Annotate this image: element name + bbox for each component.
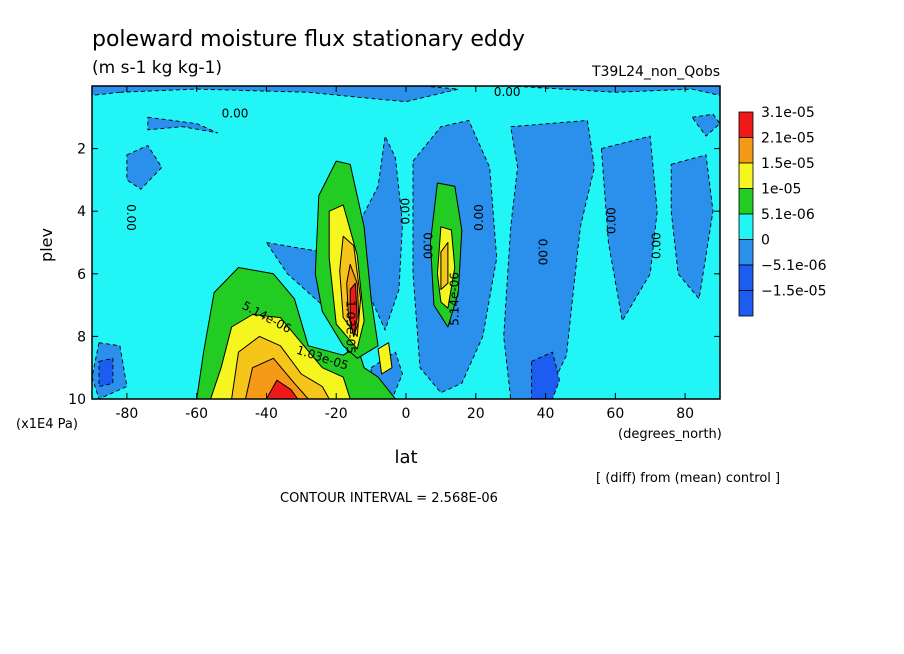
contour-interval: CONTOUR INTERVAL = 2.568E-06 [280, 491, 498, 506]
colorbar-label-5: 0 [761, 233, 770, 249]
y-tick-label-4: 10 [68, 392, 86, 408]
contour-label-3: 0.00 [399, 198, 413, 225]
contour-region-3 [126, 145, 163, 190]
x-axis-ticks: -80 -60 -40 -20 0 20 40 60 80 [115, 86, 694, 422]
contour-region-10 [600, 135, 658, 322]
run-label: T39L24_non_Qobs [591, 64, 720, 80]
x-tick-label-4: 0 [402, 406, 411, 422]
diff-note: [ (diff) from (mean) control ] [596, 471, 780, 486]
x-axis-units: (degrees_north) [618, 427, 722, 442]
contour-fills [92, 86, 720, 399]
colorbar-swatch-5 [738, 239, 754, 266]
contour-region-1 [92, 86, 720, 103]
contour-label-5: 0.00 [472, 204, 486, 231]
colorbar-label-1: 2.1e-05 [761, 131, 815, 147]
contour-label-4: 0.00 [420, 232, 434, 259]
colorbar-swatch-6 [738, 264, 754, 291]
contour-label-6: 0.00 [536, 239, 550, 266]
contour-label-12: 5.14e-06 [447, 272, 461, 326]
colorbar-swatch-0 [738, 111, 754, 138]
contour-label-11: 1.03e-05 [344, 300, 358, 354]
colorbar-swatch-7 [738, 290, 754, 317]
colorbar-label-6: −5.1e-06 [761, 258, 827, 274]
colorbar-swatch-4 [738, 213, 754, 240]
x-tick-label-1: -60 [185, 406, 208, 422]
y-axis-label: plev [37, 228, 56, 262]
colorbar-swatch-1 [738, 137, 754, 164]
y-tick-label-3: 8 [77, 329, 86, 345]
contour-region-2 [147, 116, 219, 134]
contour-region-11 [670, 154, 714, 300]
contour-label-1: 0.00 [494, 85, 521, 99]
colorbar-label-4: 5.1e-06 [761, 207, 815, 223]
y-tick-label-2: 6 [77, 267, 86, 283]
contour-label-7: 0.00 [604, 207, 618, 234]
contour-region-13 [531, 351, 560, 399]
chart-units: (m s-1 kg kg-1) [92, 58, 222, 78]
y-axis-ticks: 2 4 6 8 10 [68, 142, 720, 408]
colorbar-swatch-3 [738, 188, 754, 215]
x-tick-label-2: -40 [255, 406, 278, 422]
contour-label-0: 0.00 [222, 107, 249, 121]
plot-area: 0.00 0.00 0.00 0.00 0.00 0.00 0.00 0.00 0.00 5.14… [68, 85, 721, 422]
x-tick-label-3: -20 [325, 406, 348, 422]
x-tick-label-6: 40 [537, 406, 555, 422]
colorbar-legend: 3.1e-05 2.1e-05 1.5e-05 1e-05 5.1e-06 0 −5.1e-… [738, 105, 827, 317]
contour-label-2: 0.00 [124, 204, 138, 231]
colorbar-label-3: 1e-05 [761, 182, 801, 198]
contour-region-12 [691, 113, 720, 137]
contour-region-24 [440, 242, 449, 290]
x-tick-label-0: -80 [115, 406, 138, 422]
contour-label-8: 0.00 [650, 232, 664, 259]
x-tick-label-7: 60 [606, 406, 624, 422]
colorbar-label-7: −1.5e-05 [761, 284, 826, 300]
x-tick-label-5: 20 [467, 406, 485, 422]
x-tick-label-8: 80 [676, 406, 694, 422]
colorbar-label-2: 1.5e-05 [761, 156, 815, 172]
contour-region-25 [245, 357, 309, 399]
contour-region-14 [98, 357, 114, 387]
colorbar-label-0: 3.1e-05 [761, 105, 815, 121]
contour-region-27 [265, 379, 299, 399]
y-tick-label-0: 2 [77, 142, 86, 158]
y-tick-label-1: 4 [77, 204, 86, 220]
contour-region-28 [349, 282, 358, 337]
y-axis-units: (x1E4 Pa) [16, 417, 78, 432]
chart-title: poleward moisture flux stationary eddy [92, 27, 525, 52]
x-axis-label: lat [394, 447, 417, 468]
colorbar-swatch-2 [738, 162, 754, 189]
contour-region-21 [377, 342, 393, 375]
